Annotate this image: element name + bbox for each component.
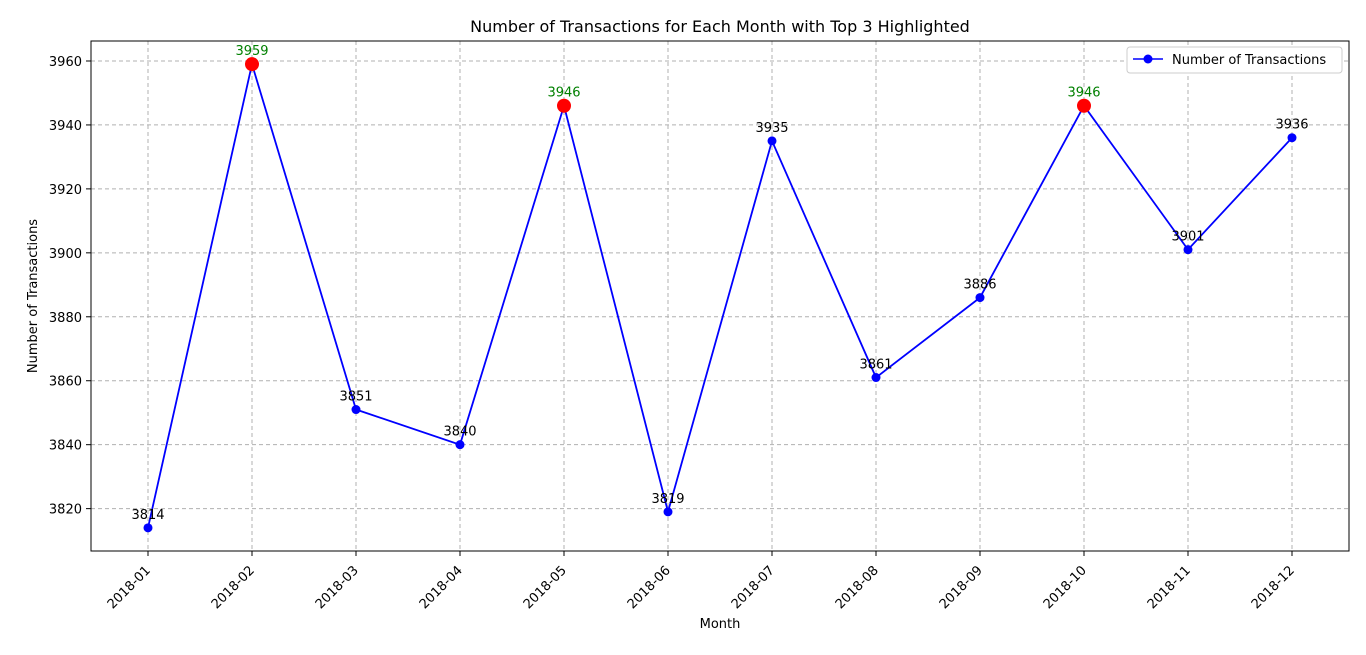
x-tick-label: 2018-05 (521, 563, 570, 612)
x-tick-label: 2018-08 (833, 563, 882, 612)
data-label: 3935 (755, 121, 788, 136)
y-axis-label: Number of Transactions (26, 219, 41, 373)
x-tick-label: 2018-01 (105, 563, 154, 612)
y-tick-label: 3860 (49, 375, 82, 390)
series-line (147, 60, 1293, 529)
x-tick-label: 2018-04 (417, 563, 466, 612)
chart-title: Number of Transactions for Each Month wi… (470, 17, 970, 36)
series-line-layer (143, 57, 1297, 533)
x-tick-label: 2018-09 (937, 563, 986, 612)
y-tick-label: 3920 (49, 183, 82, 198)
data-label: 3819 (651, 492, 684, 507)
y-tick-label: 3900 (49, 247, 82, 262)
data-point (1183, 245, 1193, 255)
data-point (143, 523, 153, 533)
data-label: 3901 (1171, 230, 1204, 245)
y-tick-label: 3960 (49, 55, 82, 70)
data-point (455, 440, 465, 450)
x-axis-label: Month (700, 617, 741, 632)
x-tick-label: 2018-07 (729, 563, 778, 612)
data-point (663, 507, 673, 517)
data-label: 3886 (963, 278, 996, 293)
data-point (1287, 133, 1297, 143)
y-tick-label: 3840 (49, 439, 82, 454)
y-tick-label: 3880 (49, 311, 82, 326)
x-tick-label: 2018-12 (1249, 563, 1298, 612)
data-point (871, 373, 881, 383)
data-point (767, 136, 777, 146)
x-tick-label: 2018-02 (209, 563, 258, 612)
y-tick-label: 3940 (49, 119, 82, 134)
x-tick-label: 2018-11 (1145, 563, 1194, 612)
data-labels: 3814 3959 3851 3840 3946 3819 3935 3861 3886 3946… (131, 44, 1308, 523)
highlight-marker (557, 98, 571, 113)
x-tick-label: 2018-03 (313, 563, 362, 612)
plot-frame (90, 40, 1350, 552)
y-tick-label: 3820 (49, 503, 82, 518)
data-label: 3946 (1067, 86, 1100, 101)
data-label: 3861 (859, 358, 892, 373)
data-label: 3946 (547, 86, 580, 101)
highlight-marker (1077, 98, 1091, 113)
legend-entry-number-of-transactions: Number of Transactions (1172, 53, 1326, 68)
highlight-marker (245, 57, 259, 72)
x-tick-label: 2018-06 (625, 563, 674, 612)
axes: 2018-01 2018-02 2018-03 2018-04 2018-05 2018-… (49, 40, 1350, 612)
legend: Number of Transactions (1126, 46, 1343, 74)
data-label: 3840 (443, 425, 476, 440)
data-label: 3851 (339, 390, 372, 405)
legend-marker-swatch (1143, 54, 1153, 64)
x-tick-label: 2018-10 (1041, 563, 1090, 612)
legend-box (1126, 46, 1343, 74)
data-label: 3814 (131, 508, 164, 523)
data-label: 3936 (1275, 118, 1308, 133)
data-label: 3959 (235, 44, 268, 59)
data-point (351, 405, 361, 415)
data-point (975, 293, 985, 303)
grid-lines (91, 41, 1349, 551)
